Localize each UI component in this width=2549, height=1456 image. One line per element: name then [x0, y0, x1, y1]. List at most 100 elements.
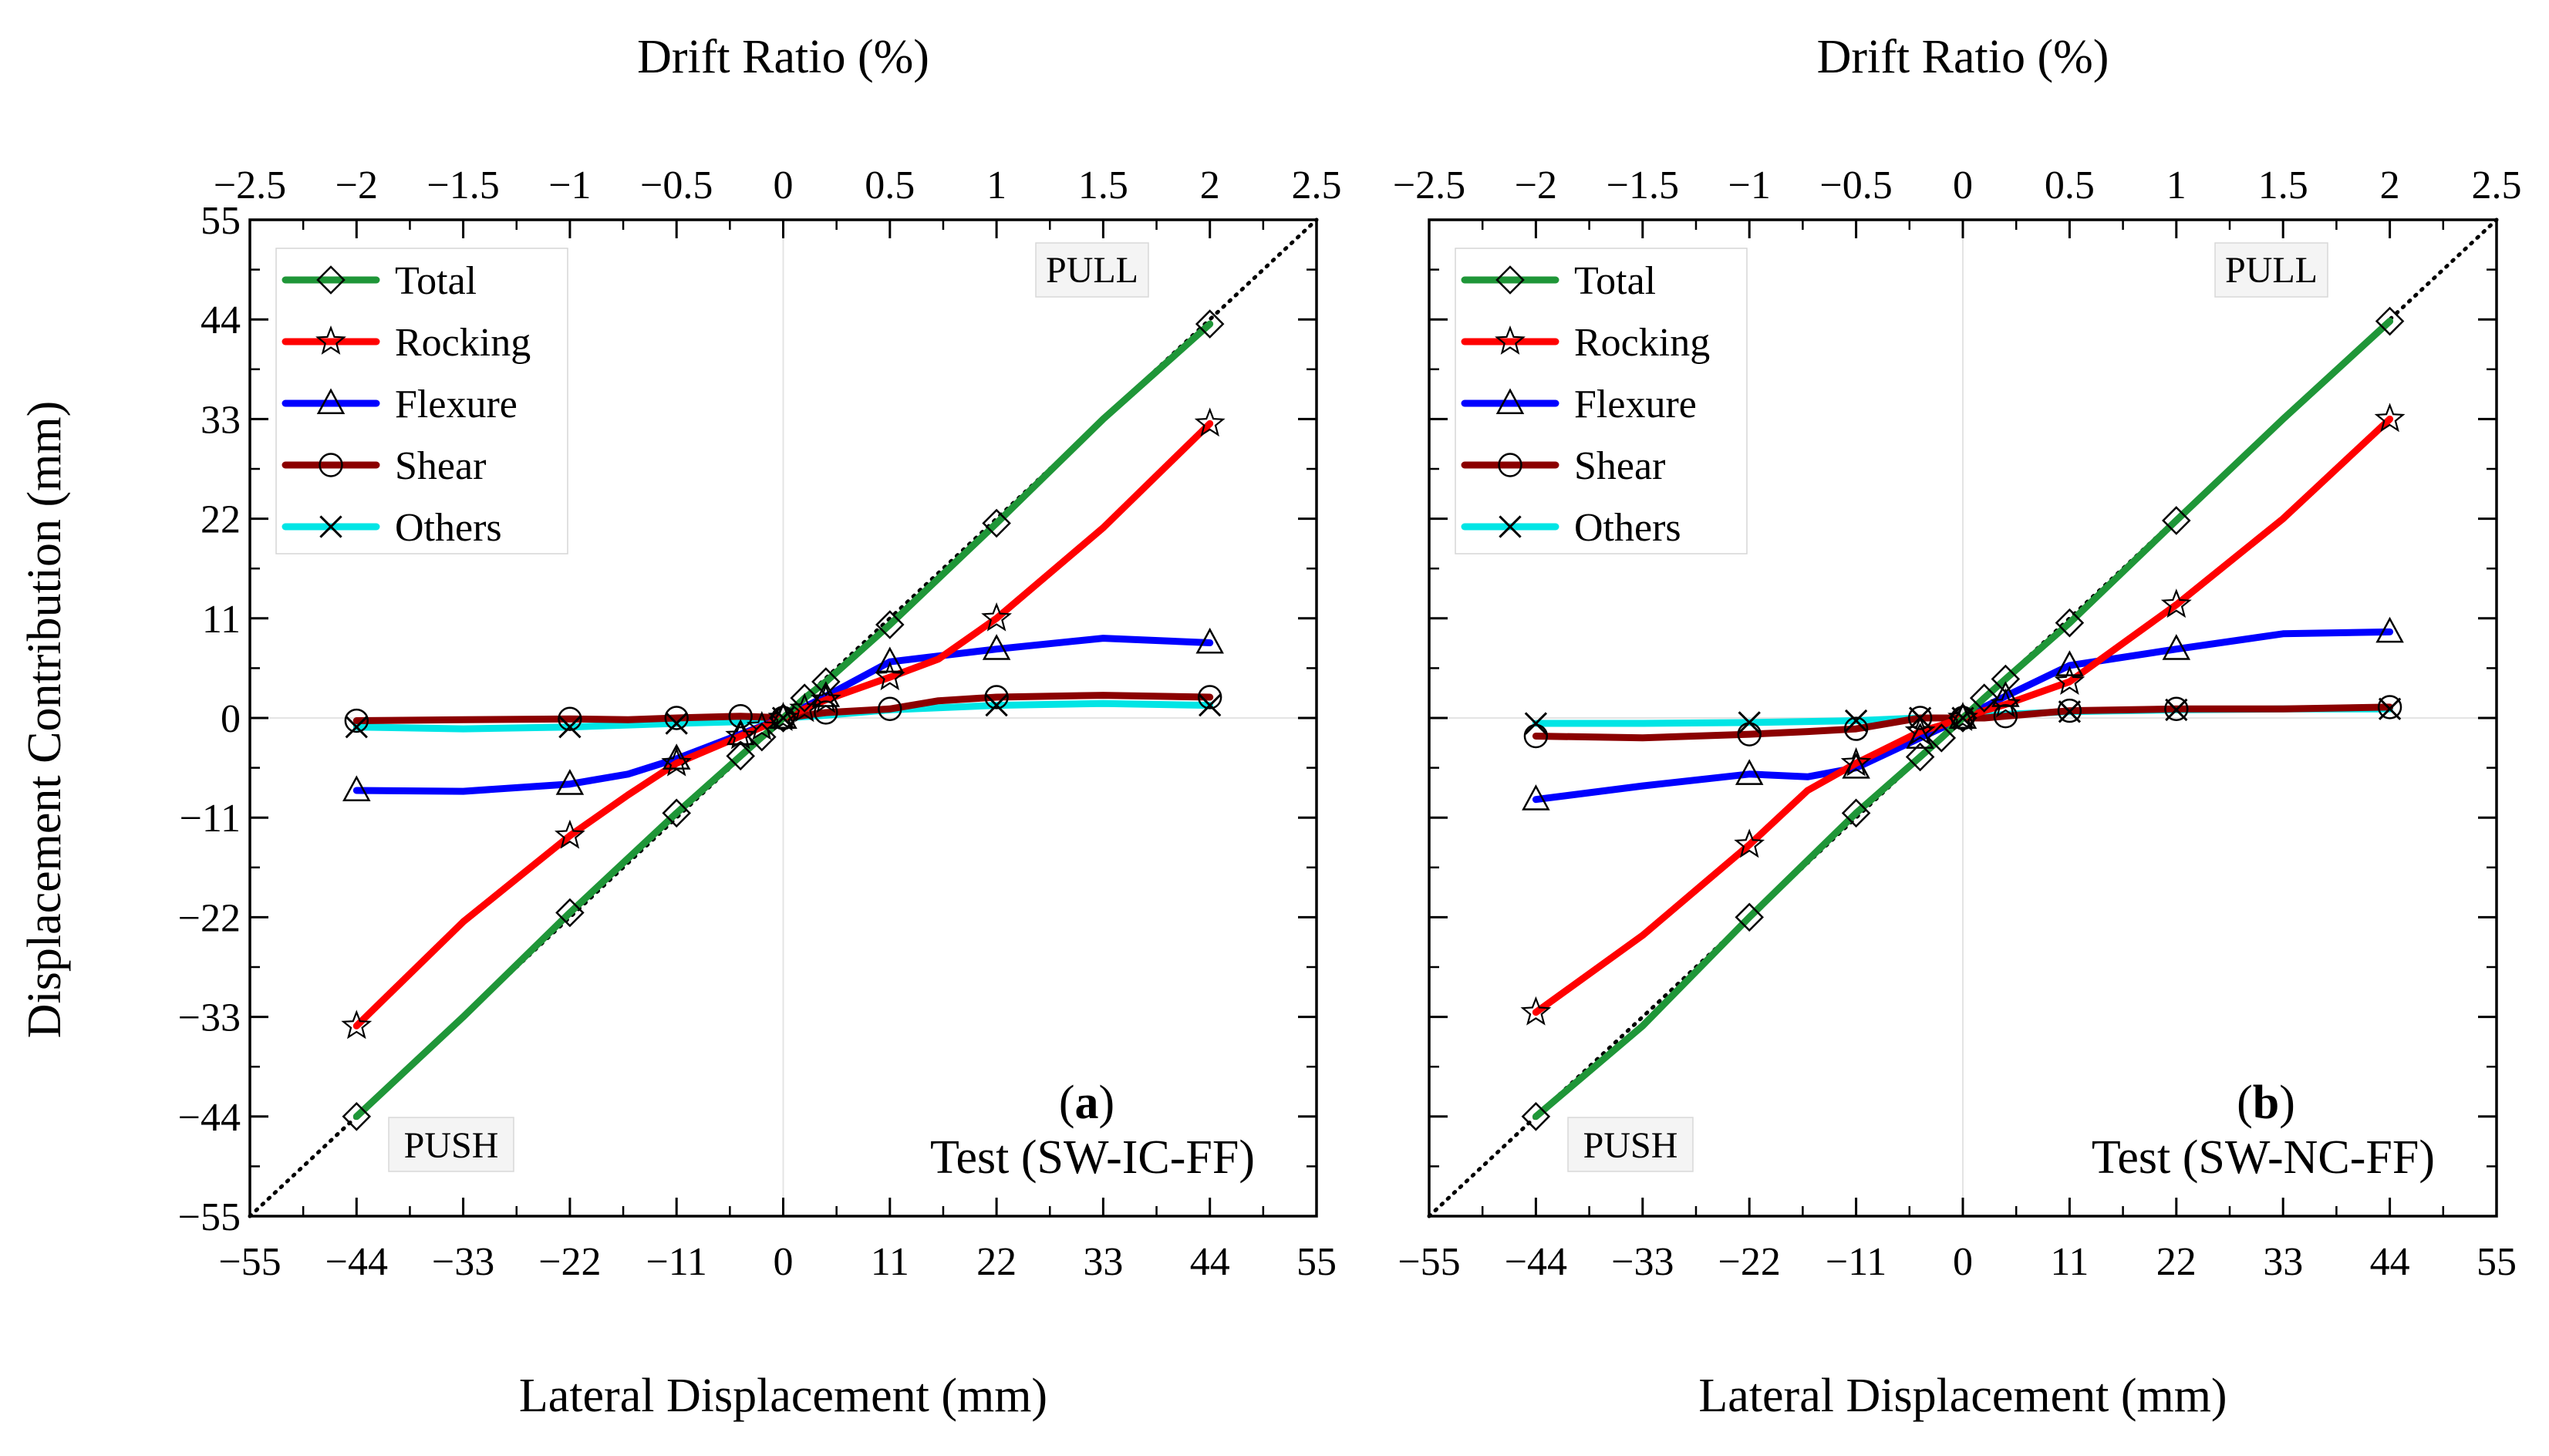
x-tick-label: 22: [2156, 1240, 2197, 1284]
x-tick-label: −22: [538, 1240, 601, 1284]
data-point-flexure: [1948, 703, 1977, 729]
y-axis-title: Displacement Contribution (mm): [19, 401, 71, 1039]
legend-swatch-marker: [315, 325, 346, 355]
x2-axis-title: Drift Ratio (%): [637, 31, 929, 83]
data-point-shear: [1843, 716, 1869, 741]
x-tick-label: 11: [2050, 1240, 2089, 1284]
data-point-rocking: [555, 819, 585, 849]
pull-label: PULL: [1046, 250, 1138, 291]
data-point-total: [2375, 306, 2405, 336]
legend-item-others: Others: [282, 506, 502, 550]
data-point-shear: [2164, 696, 2189, 721]
data-point-rocking: [1520, 996, 1552, 1026]
panel-letter: b: [2253, 1077, 2279, 1129]
legend-label: Shear: [1574, 444, 1665, 488]
data-point-flexure: [2375, 616, 2404, 643]
data-point-total: [790, 683, 819, 713]
data-point-total: [1905, 742, 1935, 772]
data-point-others: [985, 693, 1008, 717]
x2-tick-label: 2: [1200, 163, 1220, 207]
data-point-shear: [1907, 706, 1933, 730]
x2-tick-label: 0: [774, 163, 794, 207]
data-point-rocking: [2160, 588, 2192, 618]
data-point-rocking: [746, 710, 777, 740]
legend-item-total: Total: [282, 259, 477, 303]
x-tick-label: 11: [871, 1240, 909, 1284]
data-point-total: [747, 722, 777, 752]
data-point-rocking: [341, 1009, 373, 1040]
data-point-total: [1735, 902, 1764, 932]
data-point-total: [2055, 608, 2085, 638]
x2-tick-label: −2.5: [1393, 163, 1465, 207]
data-point-rocking: [874, 661, 905, 691]
data-point-rocking: [661, 747, 693, 777]
data-point-total: [1841, 798, 1871, 828]
legend-item-shear: Shear: [1461, 444, 1665, 488]
data-point-total: [982, 508, 1011, 538]
x-tick-label: −44: [325, 1240, 388, 1284]
chart-panel-b: −55 −44 −33 −22 −11 0 11 22 33 44 55 −2.5 −2 −1.5 −1 −0…: [1393, 31, 2522, 1422]
data-point-others: [1844, 709, 1868, 733]
data-point-total: [726, 741, 755, 771]
data-point-flexure: [1991, 681, 2020, 707]
data-point-total: [1991, 664, 2021, 694]
legend-label: Shear: [395, 444, 486, 488]
data-point-total: [1969, 683, 1999, 713]
legend-item-rocking: Rocking: [282, 321, 531, 365]
x2-tick-label: −2: [1515, 163, 1557, 207]
legend-swatch-marker: [316, 265, 346, 295]
x-tick-label: 0: [774, 1240, 794, 1284]
legend-swatch-marker: [1498, 453, 1522, 477]
data-point-total: [811, 667, 841, 696]
x-axis-title: Lateral Displacement (mm): [1698, 1370, 2227, 1422]
data-point-others: [1524, 712, 1548, 735]
y-tick-label: 0: [221, 697, 241, 741]
panel-tag: (a): [1059, 1077, 1114, 1129]
x2-tick-label: −1: [548, 163, 591, 207]
plot-frame: [1428, 218, 2498, 1218]
data-point-rocking: [981, 602, 1012, 632]
data-point-flexure: [875, 646, 905, 673]
legend-label: Rocking: [395, 321, 531, 365]
legend-item-flexure: Flexure: [1461, 383, 1697, 426]
data-point-rocking: [2054, 666, 2085, 695]
data-point-flexure: [555, 769, 585, 795]
data-point-rocking: [1840, 747, 1872, 777]
y-tick-label: −44: [178, 1096, 241, 1140]
x2-tick-label: 1: [2166, 163, 2187, 207]
chart-panel-a: −55 −44 −33 −22 −11 0 11 22 33 44 55−2.5 −2 −1.5 −1 −0…: [178, 31, 1342, 1422]
panel-tag: (b): [2237, 1077, 2295, 1129]
data-point-others: [558, 716, 582, 739]
x-axis-title: Lateral Displacement (mm): [519, 1370, 1047, 1422]
x2-tick-label: 2: [2380, 163, 2400, 207]
data-point-total: [1521, 1102, 1551, 1131]
data-point-flexure: [1735, 759, 1764, 785]
data-point-total: [768, 703, 798, 733]
x2-tick-label: 0.5: [865, 163, 915, 207]
data-point-others: [1199, 693, 1222, 717]
test-name: Test (SW-IC-FF): [930, 1131, 1255, 1184]
x-tick-label: 55: [1296, 1240, 1337, 1284]
y-tick-label: −11: [180, 797, 241, 841]
x-tick-label: −33: [1611, 1240, 1674, 1284]
data-point-flexure: [1195, 627, 1224, 654]
x2-tick-label: −0.5: [640, 163, 713, 207]
data-point-shear: [2057, 698, 2082, 723]
data-point-shear: [1198, 685, 1222, 709]
push-label: PUSH: [1583, 1125, 1678, 1166]
x2-tick-label: 1.5: [2258, 163, 2308, 207]
x-tick-label: −22: [1718, 1240, 1781, 1284]
x-tick-label: −55: [1398, 1240, 1460, 1284]
x2-tick-label: −1.5: [1607, 163, 1679, 207]
y-tick-label: −22: [178, 896, 241, 940]
legend-label: Flexure: [1574, 383, 1697, 426]
legend-swatch-marker: [1495, 265, 1525, 295]
data-point-total: [555, 898, 585, 928]
legend-swatch-marker: [316, 388, 346, 414]
x-tick-label: −11: [646, 1240, 706, 1284]
push-label-box: [1567, 1117, 1694, 1172]
x2-tick-label: 1: [986, 163, 1006, 207]
x-tick-label: 33: [1083, 1240, 1123, 1284]
x2-tick-label: 2.5: [2472, 163, 2522, 207]
